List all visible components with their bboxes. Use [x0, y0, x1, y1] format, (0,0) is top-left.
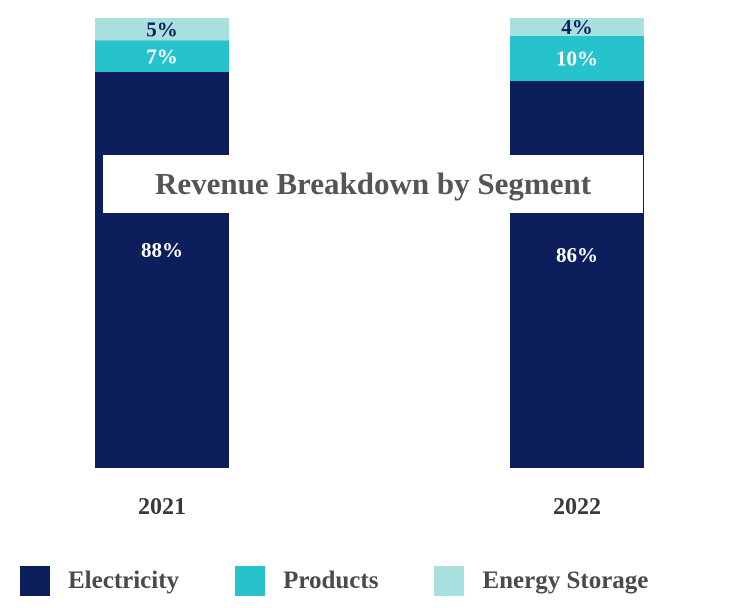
- legend-label-products: Products: [283, 567, 379, 594]
- data-label-electricity-2021: 88%: [141, 238, 183, 262]
- legend-item-products: Products: [235, 566, 378, 596]
- bar-products-2021: [95, 40, 229, 72]
- x-tick-group: 2021 2022: [138, 494, 601, 520]
- data-label-group: 88% 7% 5% 86% 10% 4%: [141, 15, 598, 267]
- bar-products-2022: [510, 36, 644, 81]
- data-label-products-2022: 10%: [556, 47, 598, 71]
- legend-label-electricity: Electricity: [68, 567, 180, 594]
- data-label-energy-storage-2021: 5%: [146, 17, 178, 41]
- chart-title: Revenue Breakdown by Segment: [154, 166, 592, 201]
- data-label-electricity-2022: 86%: [556, 243, 598, 267]
- bar-electricity-2021: [95, 72, 229, 468]
- legend-label-energy-storage: Energy Storage: [482, 567, 649, 594]
- chart-title-box: Revenue Breakdown by Segment: [103, 155, 643, 213]
- legend: Electricity Products Energy Storage: [20, 561, 740, 601]
- x-tick-label-2022: 2022: [553, 494, 601, 520]
- bar-electricity-2022: [510, 81, 644, 468]
- data-label-products-2021: 7%: [146, 44, 178, 68]
- legend-item-energy-storage: Energy Storage: [434, 566, 648, 596]
- legend-swatch-energy-storage: [434, 566, 465, 596]
- bar-energy-storage-2022: [510, 18, 644, 36]
- bar-group: [95, 18, 644, 468]
- legend-swatch-electricity: [20, 566, 50, 596]
- data-label-energy-storage-2022: 4%: [561, 15, 593, 39]
- bar-energy-storage-2021: [95, 18, 229, 41]
- legend-item-electricity: Electricity: [20, 566, 179, 596]
- legend-swatch-products: [235, 566, 266, 596]
- x-tick-label-2021: 2021: [138, 494, 186, 520]
